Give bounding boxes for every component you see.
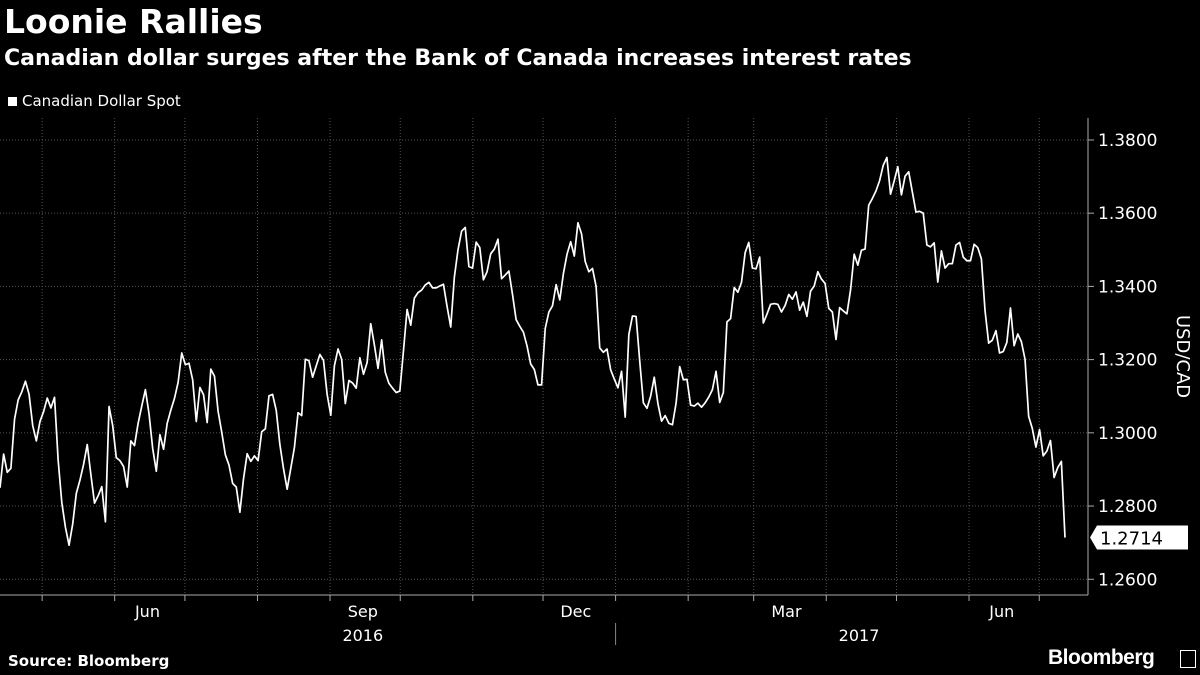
legend-swatch bbox=[8, 96, 17, 106]
y-tick-label: 1.3200 bbox=[1098, 351, 1157, 371]
y-tick-label: 1.2600 bbox=[1098, 570, 1157, 590]
year-label: 2016 bbox=[342, 626, 383, 645]
y-tick-label: 1.3400 bbox=[1098, 277, 1157, 297]
year-label: 2017 bbox=[839, 626, 880, 645]
x-tick-label: Jun bbox=[134, 602, 160, 621]
x-tick-label: Jun bbox=[988, 602, 1014, 621]
chart-title: Loonie Rallies bbox=[4, 2, 263, 41]
brand-logo: Bloomberg bbox=[1048, 646, 1155, 669]
brand-badge-icon bbox=[1180, 650, 1196, 668]
series-line-canadian-dollar-spot bbox=[0, 156, 1066, 547]
x-tick-label: Dec bbox=[560, 602, 591, 621]
y-tick-label: 1.2800 bbox=[1098, 497, 1157, 517]
last-value-label: 1.2714 bbox=[1100, 529, 1163, 550]
last-value-callout bbox=[1090, 525, 1188, 550]
x-tick-label: Sep bbox=[348, 602, 378, 621]
y-tick-label: 1.3000 bbox=[1098, 424, 1157, 444]
x-tick-label: Mar bbox=[771, 602, 802, 621]
y-tick-label: 1.3800 bbox=[1098, 131, 1157, 151]
y-tick-label: 1.3600 bbox=[1098, 204, 1157, 224]
legend-label: Canadian Dollar Spot bbox=[22, 92, 181, 110]
source-note: Source: Bloomberg bbox=[8, 652, 170, 670]
legend: Canadian Dollar Spot bbox=[8, 92, 181, 110]
chart-subtitle: Canadian dollar surges after the Bank of… bbox=[4, 46, 912, 71]
y-axis-title: USD/CAD bbox=[1172, 315, 1193, 398]
